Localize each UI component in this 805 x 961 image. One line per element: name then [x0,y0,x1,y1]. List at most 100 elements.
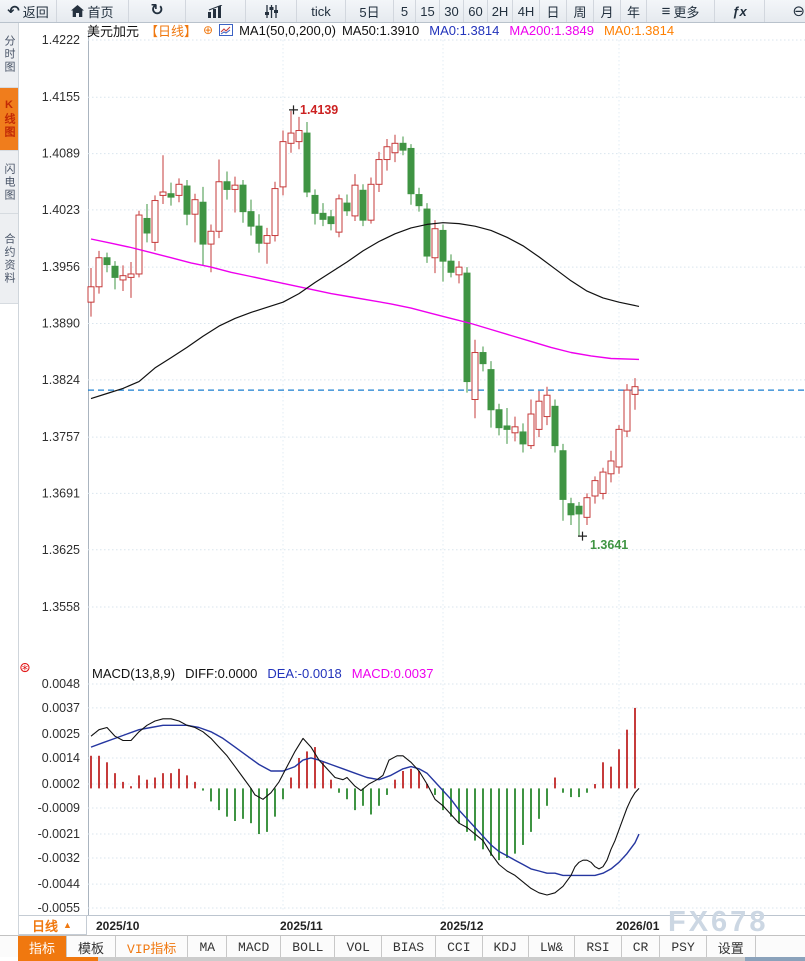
macd-legend-item: MACD(13,8,9) [92,665,176,681]
sidebar-tab-2[interactable]: K线图 [0,88,18,151]
indicator-tab-VIP指标[interactable]: VIP指标 [116,936,189,958]
ma-value: MA200:1.3849 [509,22,594,38]
sidebar-tab-1[interactable]: 分时图 [0,22,18,88]
macd-legend: MACD(13,8,9) DIFF:0.0000 DEA:-0.0018 MACD:0… [92,665,433,681]
chart-header: 美元加元 【日线】 ⊕ MA1(50,0,200,0) MA50:1.3910 M… [87,21,674,39]
toolbar-back-label: 返回 [22,4,49,20]
macd-legend-item: DEA:-0.0018 [267,665,342,681]
svg-text:1.3757: 1.3757 [42,430,80,444]
zoom-out-icon: ⊖ [792,2,805,20]
indicator-tab-BIAS[interactable]: BIAS [382,936,437,958]
indicator-tab-MACD[interactable]: MACD [227,936,282,958]
toolbar-year-button[interactable]: 年 [621,0,647,22]
top-toolbar: ↶ 返回 首页 ↻ tick 5日 5 15 30 60 2H 4H 日周月年 ≡ 更多 ƒx ⊖ [0,0,805,23]
chart-type-sidebar: 分时图 K线图 闪电图 合约资料 [0,22,19,961]
period-selector[interactable]: 日线 ▲ [18,915,87,935]
toolbar-indicator-button[interactable] [246,0,297,22]
tab-underline-active [18,957,98,961]
indicator-tab-CR[interactable]: CR [622,936,661,958]
toolbar-h4-label: 4H [517,3,535,19]
indicator-tab-指标[interactable]: 指标 [18,936,68,958]
svg-text:1.3691: 1.3691 [42,486,80,500]
indicator-tab-模板[interactable]: 模板 [67,936,117,958]
svg-text:-0.0044: -0.0044 [38,877,80,891]
ma-values: MA50:1.3910 MA0:1.3814 MA200:1.3849 MA0:1.3… [342,23,674,38]
toolbar-m30-label: 30 [444,3,459,19]
macd-settings-icon[interactable]: ⊛ [19,659,31,675]
indicator-tab-BOLL[interactable]: BOLL [281,936,336,958]
svg-text:1.4155: 1.4155 [42,90,80,104]
indicator-tab-VOL[interactable]: VOL [335,936,382,958]
x-axis-label: 2025/11 [280,919,323,933]
indicator-tab-bar: 指标 模板 VIP指标 MA MACD BOLL VOL BIAS CCI KDJ LW& RSI CR… [0,935,805,958]
toolbar-zoom-out-button[interactable]: ⊖ [765,0,805,22]
toolbar-5d-label: 5日 [359,4,380,20]
toolbar-fx-button[interactable]: ƒx [715,0,765,22]
toolbar-5d-button[interactable]: 5日 [346,0,394,22]
toolbar-m5-label: 5 [400,3,409,19]
toolbar-m15-button[interactable]: 15 [416,0,440,22]
gridlines [88,33,805,915]
toolbar-tick-button[interactable]: tick [297,0,346,22]
back-arrow-icon: ↶ [7,2,20,20]
home-icon [71,5,85,17]
toolbar-tick-label: tick [311,3,331,19]
toolbar-month-button[interactable]: 月 [594,0,621,22]
svg-text:0.0048: 0.0048 [42,677,80,691]
toolbar-h2-button[interactable]: 2H [488,0,513,22]
indicator-tab-KDJ[interactable]: KDJ [483,936,529,958]
toolbar-week-label: 周 [573,4,587,20]
toolbar-bar-chart-button[interactable] [186,0,246,22]
svg-text:0.0037: 0.0037 [42,701,80,715]
x-axis-label: 2025/12 [440,919,484,933]
indicator-tab-CCI[interactable]: CCI [436,936,483,958]
svg-text:0.0002: 0.0002 [42,777,80,791]
svg-text:1.4222: 1.4222 [42,33,80,47]
svg-text:1.3956: 1.3956 [42,260,80,274]
svg-text:1.3890: 1.3890 [42,317,80,331]
macd-legend-item: MACD:0.0037 [351,665,434,681]
toolbar-m15-label: 15 [420,3,435,19]
hscrollbar-thumb[interactable] [745,957,805,961]
toolbar-more-button[interactable]: ≡ 更多 [647,0,715,22]
toolbar-week-button[interactable]: 周 [567,0,594,22]
toolbar-day-button[interactable]: 日 [540,0,567,22]
indicator-tab-设置[interactable]: 设置 [707,936,756,958]
svg-text:1.4139: 1.4139 [300,103,338,117]
toolbar-more-label: 更多 [673,4,700,20]
ma-settings: MA1(50,0,200,0) [239,22,336,38]
mini-chart-icon [219,24,234,36]
toolbar-year-label: 年 [626,4,640,20]
svg-text:0.0025: 0.0025 [42,727,80,741]
indicator-tab-RSI[interactable]: RSI [575,936,622,958]
svg-text:1.3558: 1.3558 [42,600,80,614]
svg-text:1.3625: 1.3625 [42,543,80,557]
sidebar-tab-3[interactable]: 闪电图 [0,151,18,214]
toolbar-back-button[interactable]: ↶ 返回 [0,0,57,22]
indicator-tab-LW&[interactable]: LW& [529,936,576,958]
svg-text:-0.0032: -0.0032 [38,851,80,865]
toolbar-h4-button[interactable]: 4H [513,0,540,22]
svg-text:-0.0009: -0.0009 [38,801,80,815]
toolbar-month-label: 月 [600,4,614,20]
add-indicator-icon[interactable]: ⊕ [203,23,214,37]
indicator-tab-PSY[interactable]: PSY [660,936,707,958]
toolbar-m5-button[interactable]: 5 [394,0,416,22]
svg-text:1.3641: 1.3641 [590,538,628,552]
period-tag: 【日线】 [145,23,198,39]
indicator-tab-MA[interactable]: MA [188,936,228,958]
menu-icon: ≡ [661,2,671,20]
toolbar-home-button[interactable]: 首页 [57,0,129,22]
symbol-name: 美元加元 [87,23,140,39]
watermark: FX678 [668,906,769,938]
toolbar-day-label: 日 [546,4,560,20]
toolbar-m60-button[interactable]: 60 [464,0,488,22]
toolbar-refresh-button[interactable]: ↻ [129,0,186,22]
x-axis-label: 2025/10 [96,919,140,933]
svg-text:0.0014: 0.0014 [42,751,80,765]
toolbar-m30-button[interactable]: 30 [440,0,464,22]
ma-value: MA0:1.3814 [429,22,500,38]
sidebar-tab-4[interactable]: 合约资料 [0,214,18,304]
toolbar-m60-label: 60 [468,3,483,19]
